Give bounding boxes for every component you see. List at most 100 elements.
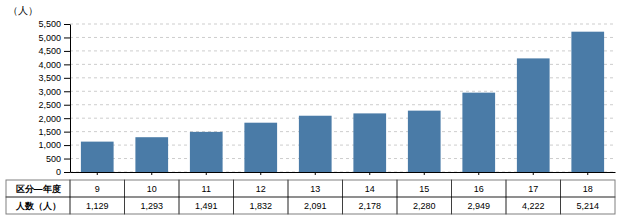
table-cell-text: 10 <box>147 184 157 194</box>
grid-line <box>70 50 615 51</box>
table-cell-text: 14 <box>365 184 375 194</box>
y-tick: 3,000 <box>38 87 70 97</box>
table-cell <box>343 197 398 214</box>
y-tick-mark <box>64 105 70 106</box>
x-tick <box>315 172 316 175</box>
y-tick: 2,000 <box>38 114 70 124</box>
y-tick-mark <box>64 24 70 25</box>
table-cell <box>179 180 234 197</box>
table-cell-text: 2,178 <box>358 201 381 211</box>
bar <box>408 111 441 172</box>
y-tick-label: 2,500 <box>38 100 61 110</box>
x-tick-mark <box>315 172 316 175</box>
table-cell-text: 4,222 <box>522 201 545 211</box>
table-cell-text: 5,214 <box>576 201 599 211</box>
x-tick <box>424 172 425 175</box>
y-tick: 1,000 <box>38 140 70 150</box>
y-tick-label: 3,000 <box>38 87 61 97</box>
y-tick-label: 0 <box>56 167 61 177</box>
grid-line <box>70 37 615 38</box>
y-tick-mark <box>64 78 70 79</box>
y-tick-label: 5,000 <box>38 33 61 43</box>
bar <box>244 123 277 172</box>
table-cell-text: 2,949 <box>467 201 490 211</box>
y-axis: 0 500 1,000 1,500 2,000 2,500 3,000 3,500 4,000 4… <box>38 19 70 177</box>
bar <box>190 132 223 172</box>
y-tick-mark <box>64 159 70 160</box>
table-cell <box>234 180 289 197</box>
table-cell <box>288 197 343 214</box>
bar <box>353 113 386 172</box>
grid <box>70 24 615 172</box>
x-axis <box>71 172 616 175</box>
table-cell-text: 18 <box>583 184 593 194</box>
y-tick: 1,500 <box>38 127 70 137</box>
table-row-label: 区分―年度 <box>16 184 61 194</box>
x-tick <box>533 172 534 175</box>
y-tick: 5,000 <box>38 33 70 43</box>
table-cell-text: 2,091 <box>304 201 327 211</box>
x-tick-mark <box>151 172 152 175</box>
table-cell-text: 13 <box>310 184 320 194</box>
table-cell-text: 1,491 <box>195 201 218 211</box>
table-cell <box>179 197 234 214</box>
bar <box>81 142 114 172</box>
table-cell-text: 2,280 <box>413 201 436 211</box>
y-tick-label: 4,500 <box>38 46 61 56</box>
x-tick-mark <box>533 172 534 175</box>
y-axis-title: （人） <box>8 5 38 16</box>
y-tick: 0 <box>56 167 70 177</box>
x-tick <box>478 172 479 175</box>
y-tick: 4,500 <box>38 46 70 56</box>
table-cell <box>452 180 507 197</box>
y-tick: 3,500 <box>38 73 70 83</box>
y-axis-line <box>70 25 71 173</box>
y-tick-mark <box>64 51 70 52</box>
y-tick-mark <box>64 132 70 133</box>
y-tick-mark <box>64 37 70 38</box>
bar <box>571 32 604 172</box>
table-label-cell <box>6 180 70 197</box>
table-cell-text: 1,293 <box>140 201 163 211</box>
x-tick-mark <box>424 172 425 175</box>
x-tick-mark <box>97 172 98 175</box>
x-tick <box>587 172 588 175</box>
y-tick-mark <box>64 172 70 173</box>
table-cell <box>397 197 452 214</box>
x-tick <box>206 172 207 175</box>
x-tick <box>260 172 261 175</box>
table-cell <box>561 197 616 214</box>
table-cell-text: 1,832 <box>249 201 272 211</box>
table-cell-text: 9 <box>95 184 100 194</box>
table-cell <box>452 197 507 214</box>
y-tick-label: 2,000 <box>38 114 61 124</box>
x-tick-mark <box>369 172 370 175</box>
y-tick-label: 4,000 <box>38 60 61 70</box>
table-cell <box>343 180 398 197</box>
y-tick-label: 1,000 <box>38 140 61 150</box>
y-tick-mark <box>64 64 70 65</box>
table-cell-text: 11 <box>202 184 211 194</box>
table-cell <box>70 180 125 197</box>
table-cell <box>125 197 180 214</box>
table-cell-text: 1,129 <box>86 201 109 211</box>
y-tick-label: 5,500 <box>38 19 61 29</box>
y-tick-label: 500 <box>46 154 61 164</box>
bar <box>517 58 550 172</box>
bars <box>81 32 604 172</box>
table-cell <box>506 197 561 214</box>
table-cell <box>125 180 180 197</box>
bar <box>135 137 168 172</box>
y-tick-label: 1,500 <box>38 127 61 137</box>
table-cell <box>234 197 289 214</box>
table-cell-text: 12 <box>256 184 266 194</box>
y-tick: 2,500 <box>38 100 70 110</box>
x-tick-mark <box>260 172 261 175</box>
x-tick <box>97 172 98 175</box>
table-cell <box>288 180 343 197</box>
y-tick-mark <box>64 91 70 92</box>
x-tick <box>369 172 370 175</box>
x-tick <box>151 172 152 175</box>
table-cell <box>70 197 125 214</box>
y-tick: 5,500 <box>38 19 70 29</box>
